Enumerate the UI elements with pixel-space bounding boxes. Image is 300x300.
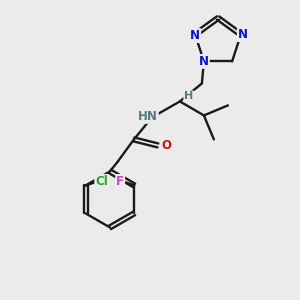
Text: H: H (184, 92, 194, 101)
Text: F: F (116, 175, 124, 188)
Text: N: N (238, 28, 248, 41)
Text: O: O (161, 139, 171, 152)
Text: N: N (190, 29, 200, 42)
Text: N: N (199, 55, 209, 68)
Text: Cl: Cl (95, 175, 108, 188)
Text: HN: HN (138, 110, 158, 123)
